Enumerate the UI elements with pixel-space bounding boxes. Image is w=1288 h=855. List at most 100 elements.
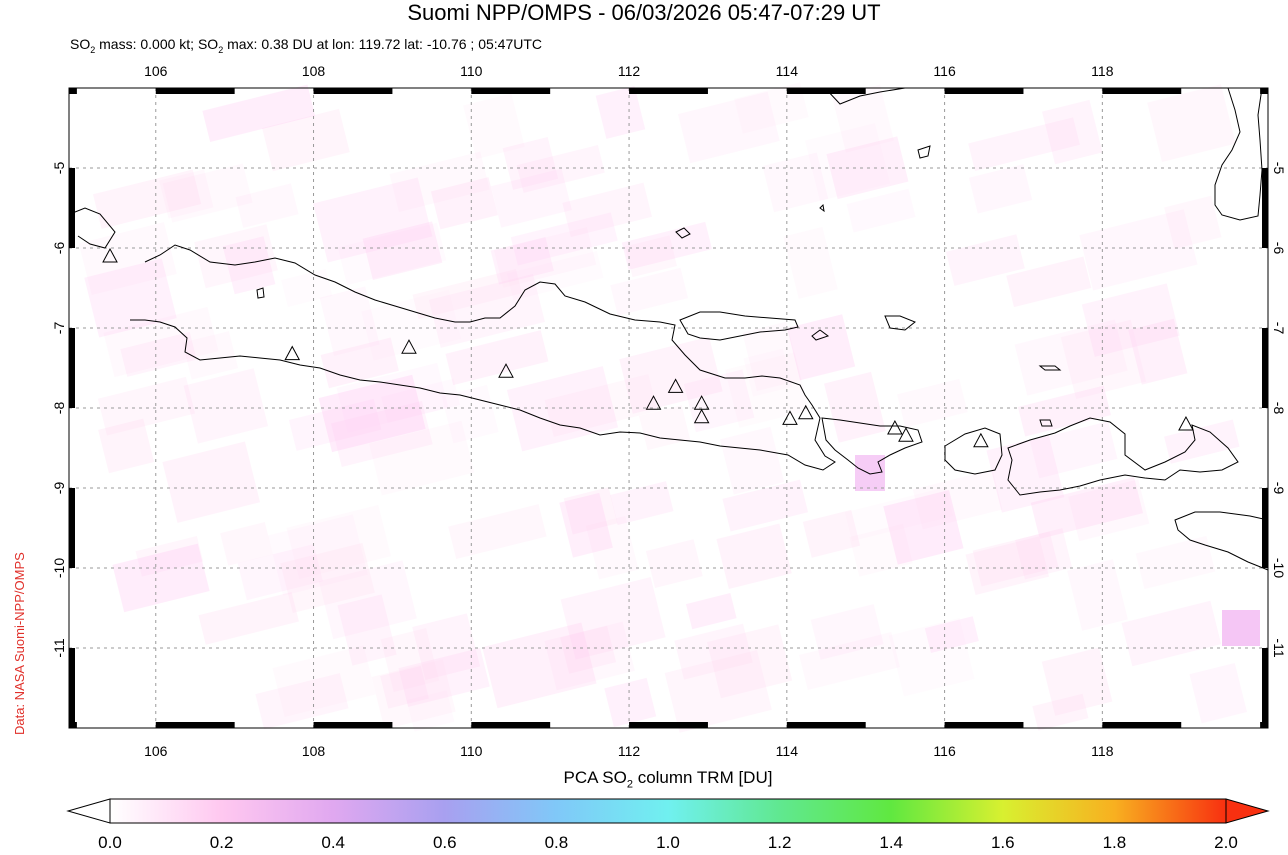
so2-pixel — [361, 289, 462, 361]
so2-pixel — [428, 273, 545, 348]
so2-pixel — [743, 348, 793, 397]
so2-pixel — [802, 509, 861, 558]
colorbar-tick: 0.8 — [545, 833, 569, 852]
so2-pixel — [318, 560, 417, 640]
so2-pixel — [510, 212, 618, 266]
volcano-marker — [667, 378, 684, 393]
so2-pixel — [97, 376, 196, 436]
so2-pixel — [585, 515, 639, 580]
colorbar-tick: 0.4 — [321, 833, 345, 852]
colorbar-tick: 1.6 — [991, 833, 1015, 852]
frame-tick-bar — [786, 88, 866, 94]
colorbar-tick: 0.2 — [210, 833, 234, 852]
lon-label-bottom: 110 — [460, 743, 483, 759]
so2-pixel — [506, 250, 604, 301]
frame-tick-bar — [471, 722, 551, 728]
so2-pixel — [1135, 535, 1216, 590]
so2-pixel — [220, 522, 273, 566]
so2-pixel — [92, 169, 202, 229]
so2-pixel — [604, 677, 657, 727]
frame-tick-bar — [69, 168, 75, 248]
so2-pixel — [1032, 693, 1089, 731]
so2-pixel — [112, 543, 210, 613]
so2-pixel — [724, 352, 810, 428]
so2-pixel — [84, 258, 177, 338]
so2-pixel — [762, 152, 829, 213]
volcano-marker — [898, 427, 914, 442]
lon-label-top: 118 — [1091, 63, 1114, 79]
so2-pixel — [516, 144, 605, 193]
so2-pixel — [182, 331, 239, 380]
lat-labels-right: -5 -6 -7 -8 -9 -10 -11 — [1271, 162, 1287, 658]
volcano-marker — [797, 404, 814, 420]
lon-label-top: 110 — [460, 63, 483, 79]
so2-pixel — [1029, 421, 1118, 479]
so2-pixel — [595, 86, 646, 139]
so2-pixel — [272, 645, 376, 718]
so2-pixel — [685, 593, 737, 630]
so2-pixel — [1006, 256, 1092, 308]
so2-pixel — [810, 604, 884, 660]
frame-tick-bar — [155, 722, 235, 728]
frame-tick-bar — [69, 88, 77, 94]
so2-pixel — [490, 168, 572, 228]
so2-pixel — [445, 330, 549, 386]
so2-pixel — [337, 222, 447, 286]
so2-pixel — [448, 504, 547, 560]
so2-pixel — [924, 616, 979, 653]
so2-pixel — [844, 487, 954, 542]
so2-pixel — [563, 487, 618, 535]
so2-pixel — [381, 378, 461, 424]
lon-labels-bottom: 106 108 110 112 114 116 118 — [144, 743, 1114, 759]
so2-pixel — [368, 420, 475, 496]
lat-labels-left: -5 -6 -7 -8 -9 -10 -11 — [51, 162, 67, 658]
so2-pixel — [1041, 647, 1113, 716]
frame-tick-bar — [1260, 88, 1268, 94]
lat-label-left: -5 — [51, 162, 67, 175]
lat-label-left: -7 — [51, 322, 67, 335]
frame-tick-bars — [69, 88, 1268, 728]
so2-pixel — [1121, 600, 1222, 667]
lon-label-bottom: 112 — [618, 743, 641, 759]
so2-pixel — [330, 400, 433, 467]
so2-pixel — [1222, 610, 1260, 646]
so2-pixel — [135, 535, 204, 577]
lon-label-top: 114 — [776, 63, 799, 79]
volcano-marker — [284, 345, 301, 361]
so2-pixel — [103, 306, 219, 378]
map-title: Suomi NPP/OMPS - 06/03/2026 05:47-07:29 … — [407, 0, 881, 25]
so2-pixel — [799, 631, 901, 691]
frame-tick-bar — [69, 328, 75, 408]
volcano-marker — [782, 410, 798, 425]
so2-pixel — [280, 542, 375, 614]
so2-pixel — [412, 268, 522, 320]
so2-pixel — [268, 514, 368, 596]
so2-pixel — [677, 91, 780, 164]
so2-pixel — [430, 177, 498, 230]
so2-pixel — [389, 151, 490, 213]
so2-pixel — [380, 666, 429, 709]
so2-pixel — [846, 188, 916, 233]
so2-pixel — [1060, 319, 1147, 400]
so2-pixel — [1067, 559, 1128, 631]
lon-label-top: 106 — [144, 63, 168, 79]
so2-pixel — [371, 659, 456, 730]
so2-pixel — [888, 617, 975, 697]
so2-pixel — [787, 314, 856, 381]
lat-label-right: -11 — [1271, 638, 1287, 657]
colorbar-tick: 1.4 — [879, 833, 903, 852]
so2-pixel — [319, 286, 380, 356]
so2-pixel — [720, 426, 785, 495]
so2-pixel — [1014, 319, 1128, 396]
so2-pixel — [560, 625, 617, 674]
colorbar-tick: 1.8 — [1103, 833, 1127, 852]
lon-labels-top: 106 108 110 112 114 116 118 — [144, 63, 1114, 79]
so2-pixel — [235, 183, 299, 228]
so2-pixel — [406, 690, 455, 732]
so2-pixel — [1041, 99, 1103, 165]
frame-tick-bar — [1262, 648, 1268, 728]
so2-pixel — [1164, 195, 1222, 249]
so2-pixel — [412, 613, 481, 680]
so2-pixel — [619, 336, 723, 414]
